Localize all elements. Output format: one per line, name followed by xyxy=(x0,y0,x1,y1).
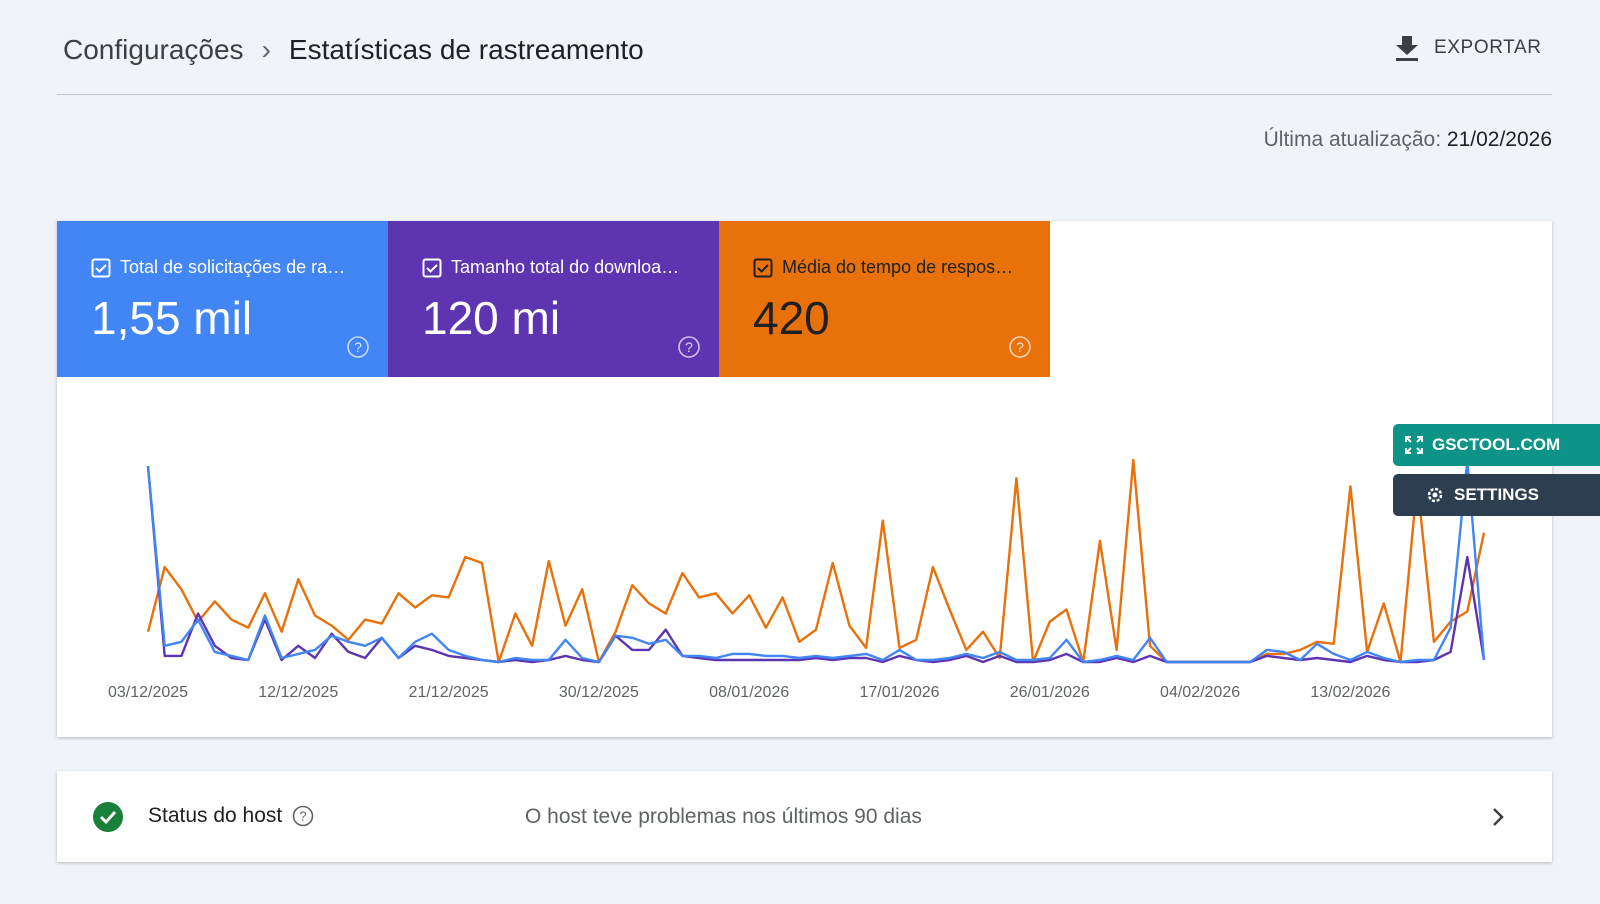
x-tick-label: 12/12/2025 xyxy=(258,684,338,701)
checkbox xyxy=(753,258,773,277)
metric-label-text: Total de solicitações de ra… xyxy=(120,257,346,277)
checkbox xyxy=(91,258,111,277)
series-line xyxy=(146,465,1486,664)
host-status-text: O host teve problemas nos últimos 90 dia… xyxy=(525,805,922,828)
metric-label: Tamanho total do downloa… xyxy=(422,257,679,278)
last-update: Última atualização: 21/02/2026 xyxy=(1264,128,1552,152)
svg-text:?: ? xyxy=(1016,339,1024,355)
chart: 03/12/2025 12/12/2025 21/12/2025 30/12/2025… xyxy=(108,458,1486,701)
x-tick-label: 26/01/2026 xyxy=(1010,684,1090,701)
x-tick-label: 03/12/2025 xyxy=(108,684,188,701)
x-tick-label: 04/02/2026 xyxy=(1160,684,1240,701)
series-line xyxy=(146,458,1486,664)
settings-label: SETTINGS xyxy=(1454,485,1540,504)
series-line xyxy=(146,458,1486,664)
ok-icon xyxy=(93,802,123,832)
gsctool-label: GSCTOOL.COM xyxy=(1432,435,1561,454)
gsctool-button[interactable]: GSCTOOL.COM xyxy=(1393,424,1600,466)
metric-value: 420 xyxy=(753,292,830,344)
last-update-date: 21/02/2026 xyxy=(1446,128,1552,151)
metric-label-text: Média do tempo de respos… xyxy=(782,257,1014,277)
svg-text:?: ? xyxy=(685,339,693,355)
help-icon[interactable]: ? xyxy=(1008,335,1032,359)
metric-card[interactable]: Média do tempo de respos… 420? xyxy=(719,221,1050,377)
help-icon[interactable]: ? xyxy=(292,805,314,827)
x-tick-label: 13/02/2026 xyxy=(1310,684,1390,701)
metric-label: Média do tempo de respos… xyxy=(753,257,1013,278)
page-title: Estatísticas de rastreamento xyxy=(288,34,644,65)
x-tick-label: 17/01/2026 xyxy=(859,684,939,701)
settings-button[interactable]: SETTINGS xyxy=(1393,474,1600,516)
expand-icon xyxy=(1405,436,1423,454)
last-update-label: Última atualização: xyxy=(1263,128,1442,151)
x-tick-label: 30/12/2025 xyxy=(559,684,639,701)
download-icon xyxy=(1396,36,1418,61)
breadcrumb: Configurações › Estatísticas de rastreamen… xyxy=(63,34,644,66)
chevron-right xyxy=(1493,808,1504,826)
metric-card[interactable]: Tamanho total do downloa… 120 mi? xyxy=(388,221,719,377)
metric-label: Total de solicitações de ra… xyxy=(91,257,345,278)
gear-icon xyxy=(1427,487,1443,503)
x-tick-label: 08/01/2026 xyxy=(709,684,789,701)
chart-card: 03/12/2025 12/12/2025 21/12/2025 30/12/2025… xyxy=(57,221,1552,737)
breadcrumb-parent[interactable]: Configurações xyxy=(63,34,244,65)
metric-card[interactable]: Total de solicitações de ra… 1,55 mil? xyxy=(57,221,388,377)
host-status-label: Status do host xyxy=(148,804,283,827)
metric-value: 120 mi xyxy=(422,292,561,344)
metric-label-text: Tamanho total do downloa… xyxy=(451,257,680,277)
export-button[interactable]: EXPORTAR xyxy=(1394,34,1542,62)
svg-text:?: ? xyxy=(354,339,362,355)
host-status-row[interactable]: Status do host ? O host teve problemas n… xyxy=(57,771,1552,862)
checkbox xyxy=(422,258,442,277)
chevron: › xyxy=(261,34,271,65)
help-icon[interactable]: ? xyxy=(677,335,701,359)
host-status: Status do host ? xyxy=(148,804,314,828)
x-tick-label: 21/12/2025 xyxy=(409,684,489,701)
metric-value: 1,55 mil xyxy=(91,292,253,344)
help-icon[interactable]: ? xyxy=(346,335,370,359)
divider xyxy=(57,94,1552,95)
export-label: EXPORTAR xyxy=(1434,37,1542,58)
svg-text:?: ? xyxy=(300,809,307,824)
